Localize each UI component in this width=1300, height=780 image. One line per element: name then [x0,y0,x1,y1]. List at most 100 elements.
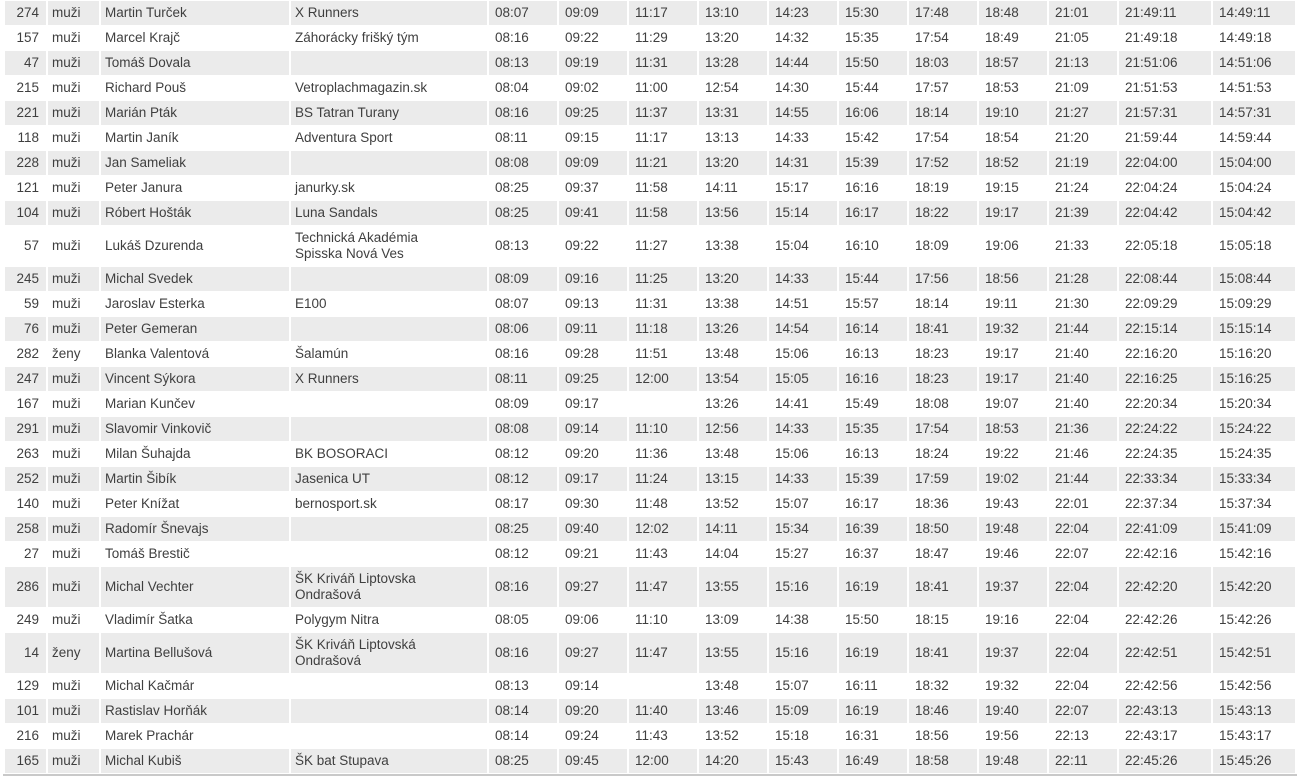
split-time-cell: 12:00 [629,749,697,773]
split-time-cell: 18:53 [985,80,1019,95]
table-row: 165 muži Michal Kubiš ŠK bat Stupava 08:25 09… [5,749,1295,773]
table-row: 157 muži Marcel Krajč Záhorácky frišký tým 0… [5,26,1295,50]
split-time-cell: 08:12 [489,467,557,491]
runner-name-cell: Rastislav Horňák [101,699,289,723]
split-time-cell: 21:05 [1055,30,1089,45]
net-time-cell: 14:49:18 [1219,30,1272,45]
split-time-cell: 15:35 [845,30,879,45]
split-time-cell: 19:17 [979,201,1047,225]
table-row: 27 muži Tomáš Brestič 08:12 09:21 11:43 14:04 1… [5,542,1295,566]
net-time-cell: 15:33:34 [1213,467,1295,491]
split-time-cell: 08:16 [495,30,529,45]
split-time-cell: 09:06 [565,612,599,627]
split-time-cell: 09:22 [565,30,599,45]
split-time-cell: 15:04 [775,238,809,253]
table-row: 263 muži Milan Šuhajda BK BOSORACI 08:12 09:2… [5,442,1295,466]
split-time-cell: 13:09 [705,612,739,627]
category-cell: muži [48,417,99,441]
split-time-cell: 11:51 [635,346,668,361]
team-cell: Adventura Sport [295,130,393,145]
split-time-cell: 19:32 [985,678,1019,693]
net-time-cell: 15:20:34 [1219,396,1272,411]
bib-cell: 228 [5,151,46,175]
split-time-cell: 16:16 [845,180,879,195]
category-cell: muži [52,496,81,511]
split-time-cell: 19:40 [979,699,1047,723]
split-time-cell: 08:09 [495,396,529,411]
split-time-cell: 21:20 [1055,130,1089,145]
split-time-cell: 15:42 [845,130,879,145]
bib-cell: 249 [16,612,39,627]
table-row: 57 muži Lukáš Dzurenda Technická Akadémia S… [5,226,1295,266]
split-time-cell: 11:24 [629,467,697,491]
split-time-cell: 08:11 [489,367,557,391]
runner-name-cell: Radomír Šnevajs [101,517,289,541]
split-time-cell: 08:25 [495,180,529,195]
finish-time-cell: 22:15:14 [1119,317,1211,341]
team-cell: ŠK Kriváň Liptovska Ondrašová [291,567,487,607]
split-time-cell: 22:04 [1049,567,1117,607]
split-time-cell: 14:33 [775,130,809,145]
split-time-cell: 11:47 [629,567,697,607]
split-time-cell: 14:51 [775,296,809,311]
team-cell: X Runners [291,367,487,391]
split-time-cell: 11:17 [629,1,697,25]
split-time-cell: 08:16 [489,633,557,673]
split-time-cell: 19:07 [985,396,1019,411]
bib-cell: 274 [5,1,46,25]
split-time-cell: 15:18 [775,728,809,743]
net-time-cell: 14:51:06 [1213,51,1295,75]
split-time-cell: 21:46 [1055,446,1089,461]
split-time-cell: 08:06 [489,317,557,341]
split-time-cell: 08:07 [489,1,557,25]
split-time-cell: 18:56 [979,267,1047,291]
split-time-cell: 16:10 [845,238,879,253]
net-time-cell: 15:24:22 [1213,417,1295,441]
category-cell: muži [48,317,99,341]
team-cell [291,392,487,416]
split-time-cell: 14:31 [769,151,837,175]
runner-name-cell: Peter Knížat [105,496,180,511]
finish-time-cell: 22:20:34 [1125,396,1178,411]
split-time-cell: 14:04 [705,546,739,561]
split-time-cell: 21:40 [1055,346,1089,361]
split-time-cell: 19:48 [979,517,1047,541]
split-time-cell: 19:06 [985,238,1019,253]
split-time-cell: 16:49 [839,749,907,773]
split-time-cell: 13:48 [705,346,739,361]
runner-name-cell: Tomáš Brestič [105,546,190,561]
split-time-cell: 13:38 [705,238,739,253]
team-cell: BK BOSORACI [295,446,389,461]
category-cell: muži [52,80,81,95]
net-time-cell: 14:57:31 [1213,101,1295,125]
bib-cell: 221 [5,101,46,125]
bib-cell: 215 [16,80,39,95]
split-time-cell: 19:43 [985,496,1019,511]
team-cell: X Runners [291,1,487,25]
split-time-cell: 08:05 [495,612,529,627]
split-time-cell: 11:25 [629,267,697,291]
net-time-cell: 15:04:42 [1213,201,1295,225]
category-cell: muži [52,612,81,627]
runner-name-cell: Michal Vechter [101,567,289,607]
split-time-cell: 18:50 [909,517,977,541]
split-time-cell: 08:14 [495,728,529,743]
net-time-cell: 15:42:26 [1219,612,1272,627]
split-time-cell: 21:13 [1049,51,1117,75]
split-time-cell: 08:12 [495,446,529,461]
table-row: 167 muži Marian Kunčev 08:09 09:17 13:26 14:41… [5,392,1295,416]
finish-time-cell: 22:42:56 [1125,678,1178,693]
split-time-cell: 18:03 [909,51,977,75]
split-time-cell: 08:14 [489,699,557,723]
net-time-cell: 15:37:34 [1219,496,1272,511]
split-time-cell: 14:11 [699,517,767,541]
split-time-cell: 14:30 [775,80,809,95]
finish-time-cell: 22:08:44 [1119,267,1211,291]
split-time-cell: 18:41 [909,317,977,341]
split-time-cell: 18:09 [915,238,949,253]
split-time-cell: 12:02 [629,517,697,541]
table-row: 215 muži Richard Pouš Vetroplachmagazin.sk 0… [5,76,1295,100]
split-time-cell: 18:46 [909,699,977,723]
split-time-cell: 19:22 [985,446,1019,461]
split-time-cell: 08:08 [489,151,557,175]
